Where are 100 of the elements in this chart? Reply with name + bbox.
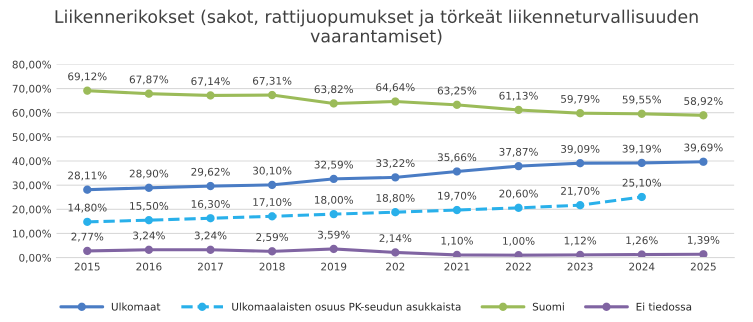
y-tick-label: 30,00% xyxy=(12,181,52,190)
point xyxy=(576,159,584,168)
data-label: 28,90% xyxy=(130,170,168,179)
point xyxy=(576,201,584,210)
point xyxy=(576,250,584,258)
point xyxy=(268,90,276,100)
data-label: 67,87% xyxy=(130,75,168,84)
point xyxy=(514,251,523,258)
point xyxy=(699,158,708,166)
point xyxy=(206,91,215,100)
point xyxy=(268,180,276,190)
point xyxy=(144,184,154,192)
point xyxy=(330,174,338,184)
y-tick-label: 50,00% xyxy=(12,133,52,142)
x-tick-label: 202 xyxy=(386,262,404,271)
x-tick-label: 2016 xyxy=(136,262,162,271)
point xyxy=(638,110,646,118)
point xyxy=(514,162,523,170)
point xyxy=(638,250,646,258)
x-tick-label: 2015 xyxy=(74,262,100,271)
point xyxy=(576,109,584,118)
data-label: 1,10% xyxy=(442,236,473,246)
point xyxy=(206,214,215,222)
point xyxy=(391,97,400,106)
data-label: 19,70% xyxy=(438,192,476,201)
point xyxy=(83,246,92,256)
data-label: 1,00% xyxy=(503,236,535,246)
legend-label: Ei tiedossa xyxy=(636,302,692,311)
legend-label: Ulkomaat xyxy=(112,302,160,311)
x-tick-label: 2022 xyxy=(506,262,531,271)
point xyxy=(330,210,338,218)
point xyxy=(638,158,646,168)
y-tick-label: 10,00% xyxy=(13,230,52,239)
data-label: 18,00% xyxy=(315,196,353,205)
point xyxy=(144,216,154,224)
point xyxy=(206,182,215,190)
point xyxy=(699,111,708,120)
data-label: 16,30% xyxy=(192,200,230,209)
point xyxy=(83,218,92,226)
data-label: 32,59% xyxy=(314,160,353,170)
data-label: 63,82% xyxy=(314,85,353,94)
data-label: 2,77% xyxy=(71,232,104,242)
data-label: 2,59% xyxy=(256,233,288,242)
x-tick-label: 2019 xyxy=(321,262,346,271)
point xyxy=(268,247,276,256)
x-tick-label: 2025 xyxy=(690,262,716,271)
point xyxy=(452,100,462,110)
legend-label: Ulkomaalaisten osuus PK-seudun asukkaista xyxy=(232,302,460,311)
point xyxy=(268,212,276,220)
data-label: 2,14% xyxy=(380,234,412,244)
point xyxy=(452,167,462,176)
data-label: 3,24% xyxy=(133,232,165,240)
x-tick-label: 2023 xyxy=(568,262,593,271)
x-tick-label: 2018 xyxy=(260,262,285,271)
data-label: 61,13% xyxy=(499,92,538,101)
data-label: 39,09% xyxy=(561,144,600,154)
point xyxy=(330,99,338,108)
y-tick-label: 70,00% xyxy=(12,84,52,94)
chart-title: Liikennerikokset (sakot, rattijuopumukset ja törkeät liikenneturvallisuuden vaarantamiset) xyxy=(56,10,698,45)
data-label: 63,25% xyxy=(438,86,476,96)
data-label: 29,62% xyxy=(191,168,230,177)
data-label: 1,12% xyxy=(564,236,596,246)
data-label: 35,66% xyxy=(438,153,476,162)
point xyxy=(514,204,523,212)
x-tick-label: 2021 xyxy=(444,262,470,271)
point xyxy=(638,192,646,202)
data-label: 67,14% xyxy=(191,77,230,86)
point xyxy=(391,248,400,257)
y-tick-label: 0,00% xyxy=(19,254,52,263)
data-label: 17,10% xyxy=(253,198,292,208)
data-label: 3,59% xyxy=(318,230,350,240)
data-label: 20,60% xyxy=(499,190,538,199)
y-tick-label: 80,00% xyxy=(12,60,52,70)
point xyxy=(144,90,154,98)
x-tick-label: 2024 xyxy=(629,262,654,271)
point xyxy=(144,246,154,254)
data-label: 37,87% xyxy=(499,148,538,157)
data-label: 18,80% xyxy=(376,194,415,203)
data-label: 14,80% xyxy=(68,204,107,213)
point xyxy=(391,208,400,216)
data-label: 58,92% xyxy=(684,97,723,106)
data-label: 25,10% xyxy=(622,178,662,188)
data-label: 67,31% xyxy=(252,76,292,86)
data-label: 28,11% xyxy=(68,171,107,180)
y-tick-label: 40,00% xyxy=(12,157,52,166)
point xyxy=(330,244,338,254)
point xyxy=(699,250,708,258)
data-label: 30,10% xyxy=(253,166,292,176)
point xyxy=(83,86,92,95)
data-label: 59,79% xyxy=(561,94,600,104)
y-tick-label: 60,00% xyxy=(12,108,52,118)
data-label: 59,55% xyxy=(622,96,662,104)
x-tick-label: 2017 xyxy=(198,262,223,271)
data-label: 39,69% xyxy=(684,144,723,152)
data-label: 1,26% xyxy=(626,236,658,246)
data-label: 3,24% xyxy=(194,232,226,240)
data-label: 33,22% xyxy=(376,159,415,168)
data-label: 64,64% xyxy=(376,83,415,92)
point xyxy=(391,173,400,182)
data-label: 69,12% xyxy=(68,72,107,82)
